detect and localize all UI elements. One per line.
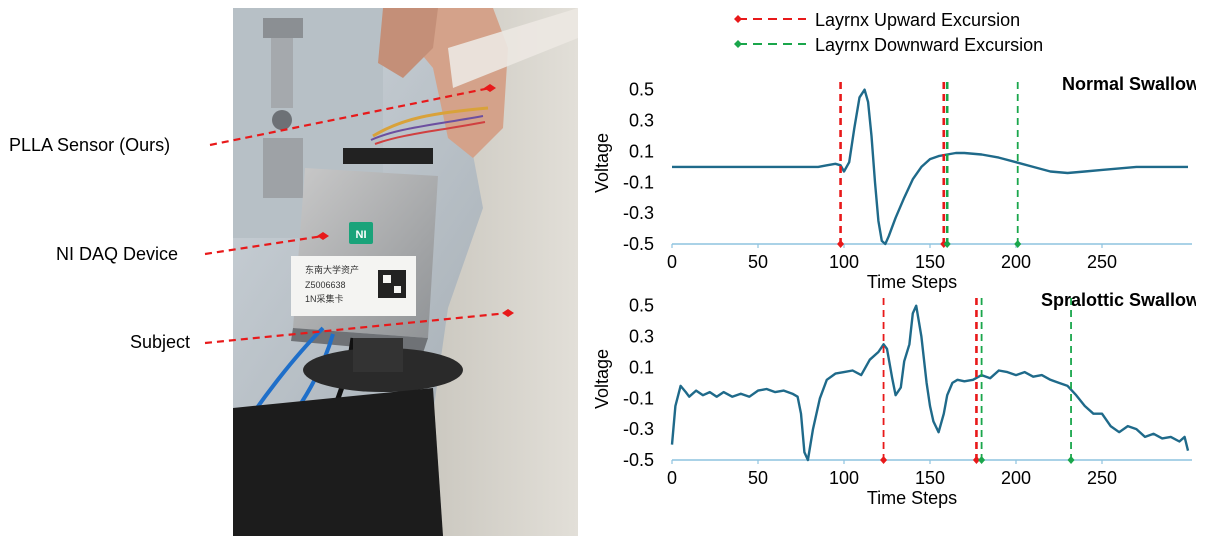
x-tick-label: 50 xyxy=(748,252,768,272)
device-label-line-2: Z5006638 xyxy=(305,280,346,290)
callout-arrow-daq xyxy=(204,234,324,256)
series-line xyxy=(670,304,1190,462)
subject-photo: NI 东南大学资产 Z5006638 1N采集卡 xyxy=(233,8,578,536)
x-tick-label: 50 xyxy=(748,468,768,488)
upward-excursion-marker xyxy=(880,298,888,464)
device-label-line-1: 东南大学资产 xyxy=(305,264,359,275)
x-tick-label: 150 xyxy=(915,468,945,488)
chart-title: Normal Swallow xyxy=(1062,74,1196,94)
downward-excursion-marker xyxy=(978,298,986,464)
x-tick-label: 0 xyxy=(667,252,677,272)
chart-title: Spralottic Swallow xyxy=(1041,290,1196,310)
x-axis-label: Time Steps xyxy=(867,488,957,508)
downward-excursion-marker xyxy=(1014,82,1022,248)
sensor-wires xyxy=(370,106,489,145)
qr-code xyxy=(378,270,406,298)
legend-item-downward: Layrnx Downward Excursion xyxy=(734,35,1043,55)
x-tick-label: 200 xyxy=(1001,468,1031,488)
callout-arrows xyxy=(204,84,514,345)
x-tick-label: 250 xyxy=(1087,252,1117,272)
callout-arrow-subject xyxy=(204,311,509,345)
y-tick-label: 0.1 xyxy=(629,141,654,161)
upward-excursion-marker xyxy=(972,298,980,464)
x-tick-label: 0 xyxy=(667,468,677,488)
y-tick-label: 0.1 xyxy=(629,357,654,377)
y-tick-label: -0.1 xyxy=(623,388,654,408)
x-tick-label: 100 xyxy=(829,468,859,488)
y-tick-label: 0.5 xyxy=(629,80,654,100)
photo-illustration: NI 东南大学资产 Z5006638 1N采集卡 xyxy=(233,8,578,536)
y-tick-label: -0.5 xyxy=(623,450,654,470)
x-tick-label: 150 xyxy=(915,252,945,272)
legend-label-downward: Layrnx Downward Excursion xyxy=(815,35,1043,55)
ni-logo-icon xyxy=(349,222,373,244)
series-line xyxy=(672,88,1188,246)
callout-arrow-sensor xyxy=(209,86,491,147)
y-tick-label: -0.3 xyxy=(623,203,654,223)
callout-subject: Subject xyxy=(130,332,191,352)
x-tick-label: 250 xyxy=(1087,468,1117,488)
chart-spralottic-swallow: Spralottic Swallow 0 50 100 150 200 250 Time St… xyxy=(592,290,1196,508)
x-tick-label: 200 xyxy=(1001,252,1031,272)
y-tick-label: 0.5 xyxy=(629,296,654,316)
legend: Layrnx Upward Excursion Layrnx Downward … xyxy=(734,10,1043,55)
lab-machine xyxy=(263,18,303,198)
downward-excursion-marker xyxy=(943,82,951,248)
downward-excursion-marker xyxy=(1067,298,1075,464)
y-tick-label: 0.3 xyxy=(629,111,654,131)
y-axis-label: Voltage xyxy=(592,349,612,409)
legend-item-upward: Layrnx Upward Excursion xyxy=(734,10,1020,30)
x-axis-label: Time Steps xyxy=(867,272,957,292)
y-tick-label: 0.3 xyxy=(629,327,654,347)
upward-excursion-marker xyxy=(837,82,845,248)
y-tick-label: -0.1 xyxy=(623,172,654,192)
ni-logo-text: NI xyxy=(356,229,367,241)
y-tick-label: -0.3 xyxy=(623,419,654,439)
x-tick-label: 100 xyxy=(829,252,859,272)
callout-plla-sensor: PLLA Sensor (Ours) xyxy=(9,135,171,155)
legend-label-upward: Layrnx Upward Excursion xyxy=(815,10,1020,30)
y-tick-label: -0.5 xyxy=(623,234,654,254)
table-surface xyxy=(233,388,443,536)
device-label-line-3: 1N采集卡 xyxy=(305,293,344,304)
chart-normal-swallow: Normal Swallow 0 50 100 150 200 250 Time Steps 0… xyxy=(592,74,1196,292)
y-axis-label: Voltage xyxy=(592,133,612,193)
callout-ni-daq-device: NI DAQ Device xyxy=(56,244,179,264)
